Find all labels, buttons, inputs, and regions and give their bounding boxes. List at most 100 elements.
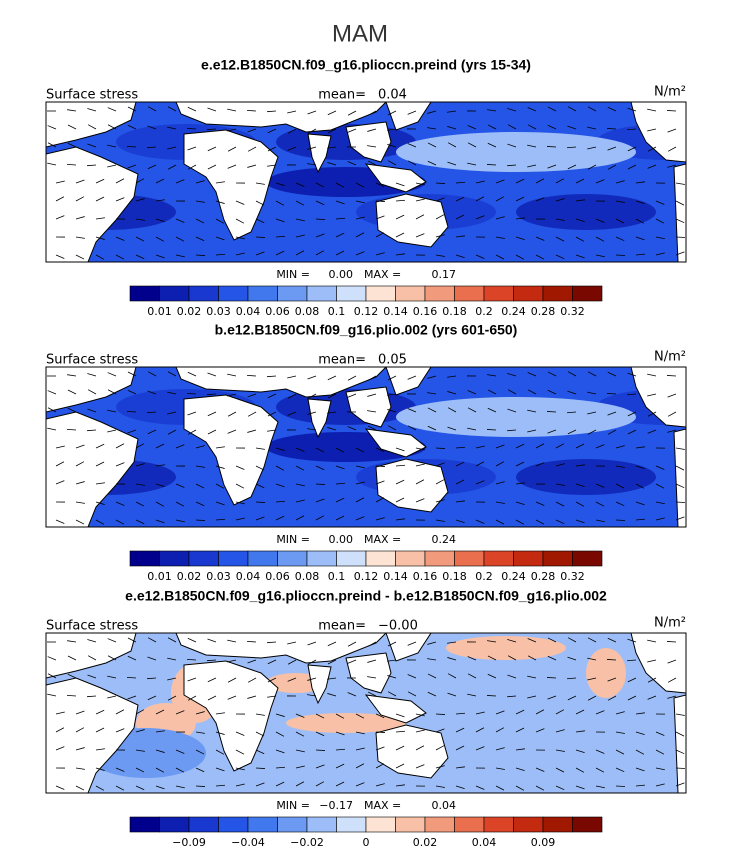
colorbar-label: 0.09 <box>531 836 556 849</box>
colorbar-label: 0.28 <box>531 305 556 318</box>
map <box>36 367 733 527</box>
colorbar-box <box>278 551 308 566</box>
colorbar-box <box>307 551 337 566</box>
colorbar-box <box>573 286 603 301</box>
colorbar-box <box>514 817 544 832</box>
wind-vector <box>376 732 385 733</box>
colorbar-box <box>189 817 219 832</box>
colorbar-label: 0 <box>363 836 370 849</box>
colorbar-box <box>484 286 514 301</box>
wind-vector <box>487 695 496 696</box>
field-band <box>196 459 336 495</box>
colorbar-label: −0.02 <box>290 836 324 849</box>
wind-vector <box>547 411 556 412</box>
colorbar-label: 0.03 <box>206 305 231 318</box>
colorbar-box <box>543 817 573 832</box>
colorbar-box <box>514 286 544 301</box>
colorbar-box <box>160 551 190 566</box>
wind-vector <box>436 448 445 449</box>
colorbar-label: 0.1 <box>328 305 346 318</box>
field-band <box>396 132 636 172</box>
colorbar-box <box>130 817 160 832</box>
colorbar-box <box>455 551 485 566</box>
wind-vector <box>256 502 265 503</box>
colorbar-label: 0.14 <box>383 570 408 583</box>
wind-vector <box>607 393 616 394</box>
wind-vector <box>376 201 385 202</box>
min-label: MIN = <box>276 799 310 812</box>
min-value: 0.00 <box>329 533 354 546</box>
field-label: Surface stress <box>46 88 138 103</box>
colorbar-label: 0.2 <box>475 570 493 583</box>
field-band <box>196 194 336 230</box>
wind-vector <box>316 750 325 751</box>
panel-title: e.e12.B1850CN.f09_g16.plioccn.preind (yr… <box>201 57 531 73</box>
colorbar-box <box>248 817 278 832</box>
colorbar-box <box>130 286 160 301</box>
mean-label: mean= <box>318 353 366 368</box>
min-label: MIN = <box>276 268 310 281</box>
colorbar-label: 0.14 <box>383 305 408 318</box>
wind-vector <box>667 110 676 111</box>
units: N/m² <box>654 616 686 631</box>
colorbar-box <box>455 817 485 832</box>
map-field <box>36 367 733 527</box>
field-band <box>516 459 656 495</box>
colorbar-box <box>278 286 308 301</box>
colorbar-label: 0.18 <box>442 570 467 583</box>
colorbar-box <box>396 551 426 566</box>
colorbar-box <box>307 286 337 301</box>
wind-vector <box>196 786 205 787</box>
colorbar-label: −0.04 <box>231 836 265 849</box>
colorbar-box <box>425 551 455 566</box>
panel-title: b.e12.B1850CN.f09_g16.plio.002 (yrs 601-… <box>215 322 518 338</box>
field-band <box>396 397 636 437</box>
wind-vector <box>196 255 205 256</box>
colorbar-label: 0.16 <box>413 570 438 583</box>
wind-vector <box>316 219 325 220</box>
colorbar-box <box>219 817 249 832</box>
units: N/m² <box>654 85 686 100</box>
map <box>46 633 686 793</box>
colorbar-label: 0.12 <box>354 305 379 318</box>
colorbar-label: 0.28 <box>531 570 556 583</box>
colorbar-box <box>248 286 278 301</box>
max-label: MAX = <box>364 533 401 546</box>
field-label: Surface stress <box>46 619 138 634</box>
map <box>36 102 733 262</box>
wind-vector <box>196 520 205 521</box>
max-label: MAX = <box>364 799 401 812</box>
colorbar-box <box>484 551 514 566</box>
mean-value: 0.05 <box>378 353 407 368</box>
colorbar-box <box>189 286 219 301</box>
min-label: MIN = <box>276 533 310 546</box>
wind-vector <box>667 641 676 642</box>
wind-vector <box>487 164 496 165</box>
colorbar-label: 0.01 <box>147 570 172 583</box>
colorbar-box <box>425 817 455 832</box>
colorbar-label: 0.32 <box>560 305 585 318</box>
colorbar-label: 0.08 <box>295 305 320 318</box>
wind-vector <box>487 429 496 430</box>
colorbar-box <box>573 551 603 566</box>
colorbar-box <box>543 551 573 566</box>
max-label: MAX = <box>364 268 401 281</box>
colorbar-label: 0.16 <box>413 305 438 318</box>
colorbar-label: 0.04 <box>236 305 261 318</box>
colorbar-label: −0.09 <box>172 836 206 849</box>
max-value: 0.17 <box>432 268 457 281</box>
colorbar-label: 0.18 <box>442 305 467 318</box>
colorbar-label: 0.04 <box>472 836 497 849</box>
colorbar-box <box>278 817 308 832</box>
colorbar-label: 0.01 <box>147 305 172 318</box>
wind-vector <box>667 375 676 376</box>
wind-vector <box>316 484 325 485</box>
wind-vector <box>436 183 445 184</box>
colorbar-box <box>396 286 426 301</box>
colorbar-label: 0.06 <box>265 305 290 318</box>
mean-label: mean= <box>318 88 366 103</box>
max-value: 0.04 <box>432 799 457 812</box>
wind-vector <box>607 659 616 660</box>
colorbar-box <box>337 817 367 832</box>
